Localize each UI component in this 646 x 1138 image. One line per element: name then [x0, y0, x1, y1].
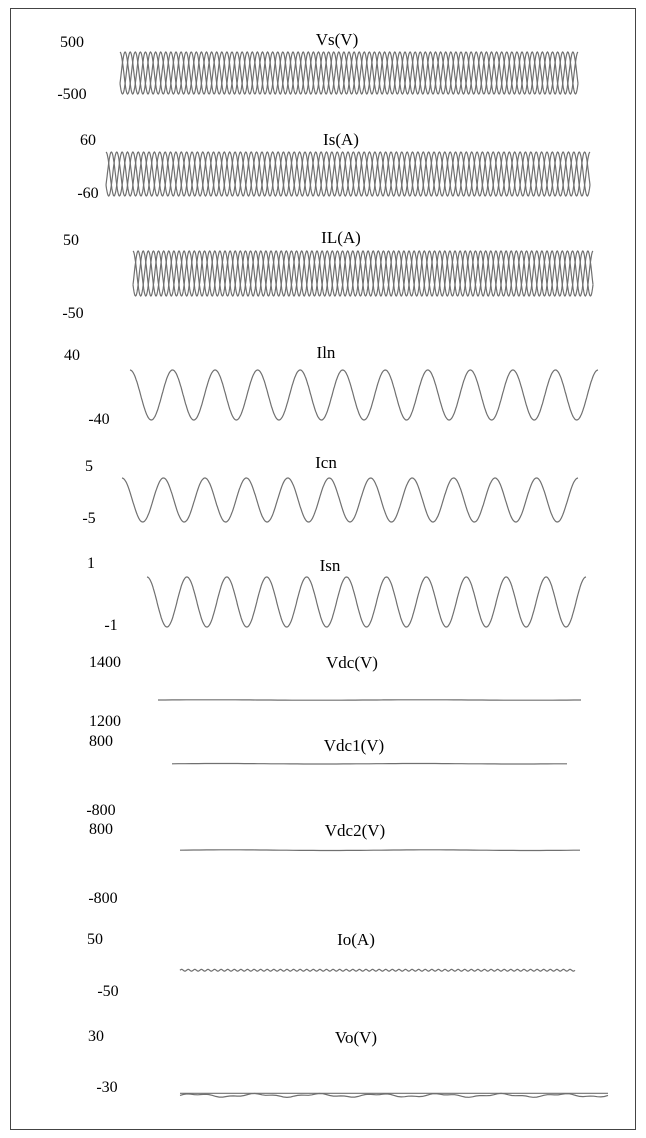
panel-iln: Iln 40 -40: [64, 343, 336, 428]
panel-vdc1: Vdc1(V) 800 -800: [86, 733, 384, 819]
series-line-phase-1: [132, 250, 594, 297]
series-line-phase-3: [105, 151, 591, 197]
y-tick-top: 500: [60, 34, 84, 51]
y-tick-bottom: -1: [104, 617, 117, 634]
series-line-phase-3: [119, 51, 579, 95]
panel-title: Vs(V): [316, 30, 359, 49]
y-tick-top: 1: [87, 555, 95, 572]
panel-vs: Vs(V) 500 -500: [57, 30, 358, 103]
series-line: [179, 849, 580, 852]
y-tick-top: 1400: [89, 654, 121, 671]
series-line-phase-1: [129, 369, 599, 421]
series-line-phase-2: [105, 151, 591, 197]
y-tick-bottom: -5: [82, 510, 95, 527]
y-tick-top: 40: [64, 347, 80, 364]
panel-vdc2: Vdc2(V) 800 -800: [88, 821, 385, 907]
panel-isn: Isn 1 -1: [87, 555, 341, 634]
panel-title: Vdc1(V): [324, 736, 384, 755]
panel-is: Is(A) 60 -60: [77, 130, 359, 202]
panel-title: Isn: [320, 556, 341, 575]
series-line-phase-1: [119, 51, 579, 95]
y-tick-bottom: -30: [96, 1079, 117, 1096]
y-tick-bottom: -800: [86, 802, 115, 819]
y-tick-top: 5: [85, 458, 93, 475]
panel-title: Is(A): [323, 130, 359, 149]
series-line: [171, 762, 567, 765]
panel-title: Iln: [317, 343, 336, 362]
figure-frame: [10, 8, 636, 1130]
y-tick-top: 800: [89, 733, 113, 750]
panel-title: Io(A): [337, 930, 375, 949]
panel-il: IL(A) 50 -50: [62, 228, 360, 322]
panel-title: Vdc(V): [326, 653, 378, 672]
series-line-2: [179, 1092, 609, 1099]
series-line-phase-3: [132, 250, 594, 297]
y-tick-bottom: -500: [57, 86, 86, 103]
y-tick-top: 50: [87, 931, 103, 948]
y-tick-top: 50: [63, 232, 79, 249]
panel-title: Vo(V): [335, 1028, 377, 1047]
y-tick-bottom: -40: [88, 411, 109, 428]
panel-title: IL(A): [321, 228, 361, 247]
y-tick-top: 800: [89, 821, 113, 838]
y-tick-top: 60: [80, 132, 96, 149]
y-tick-bottom: -50: [62, 305, 83, 322]
series-line-phase-1: [105, 151, 591, 197]
waveform-traces: [105, 51, 609, 1099]
series-line: [179, 968, 576, 972]
y-tick-bottom: -50: [97, 983, 118, 1000]
panel-title: Icn: [315, 453, 337, 472]
y-tick-top: 30: [88, 1028, 104, 1045]
y-tick-bottom: -60: [77, 185, 98, 202]
series-line-phase-1: [121, 477, 579, 523]
panel-io: Io(A) 50 -50: [87, 930, 375, 1000]
panel-title: Vdc2(V): [325, 821, 385, 840]
y-tick-bottom: -800: [88, 890, 117, 907]
y-tick-bottom: 1200: [89, 713, 121, 730]
panel-icn: Icn 5 -5: [82, 453, 337, 527]
series-line-phase-1: [146, 576, 587, 628]
panel-vdc: Vdc(V) 1400 1200: [89, 653, 378, 730]
panel-vo: Vo(V) 30 -30: [88, 1028, 377, 1096]
